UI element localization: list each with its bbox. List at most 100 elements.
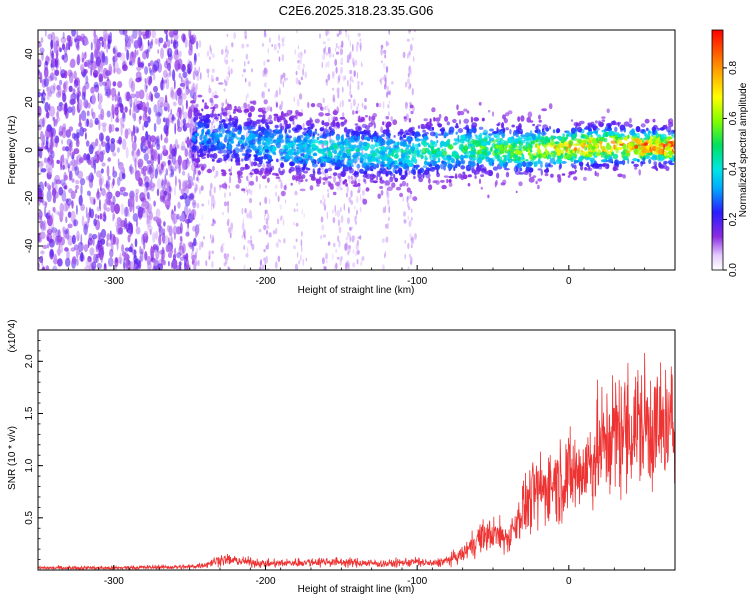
heatmap-cell-343 — [122, 30, 128, 36]
heatmap-cell-141 — [158, 37, 164, 44]
heatmap-cell-1791 — [327, 73, 331, 81]
heatmap-cell-145 — [134, 171, 137, 177]
heatmap-cell-708 — [188, 30, 192, 40]
heatmap-cell-1507 — [227, 65, 231, 74]
heatmap-cell-1781 — [292, 245, 297, 250]
heatmap-cell-1640 — [263, 248, 266, 253]
heatmap-cell-612 — [122, 192, 129, 197]
heatmap-cell-1479 — [230, 68, 233, 75]
heatmap-cell-561 — [56, 235, 63, 243]
heatmap-cell-719 — [85, 259, 91, 268]
heatmap-cell-707 — [64, 247, 69, 252]
heatmap-cell-1252 — [102, 81, 107, 86]
heatmap-cell-4389 — [218, 132, 223, 137]
heatmap-cell-1605 — [265, 81, 267, 89]
heatmap-cell-2080 — [382, 76, 384, 81]
heatmap-cell-258 — [57, 105, 63, 113]
heatmap-cell-3487 — [316, 183, 320, 187]
heatmap-cell-4182 — [408, 118, 412, 123]
heatmap-cell-4310 — [269, 167, 273, 173]
heatmap-cell-3272 — [197, 94, 203, 98]
heatmap-cell-874 — [129, 108, 132, 116]
heatmap-cell-4620 — [261, 175, 267, 180]
heatmap-cell-4042 — [621, 159, 626, 166]
heatmap-cell-1514 — [241, 73, 244, 78]
heatmap-cell-4081 — [224, 135, 227, 140]
heatmap-cell-943 — [187, 160, 190, 168]
heatmap-cell-3780 — [460, 158, 464, 163]
heatmap-cell-3839 — [380, 161, 385, 165]
heatmap-cell-1708 — [283, 35, 285, 43]
heatmap-cell-4455 — [622, 149, 626, 153]
heatmap-cell-3811 — [217, 157, 223, 163]
heatmap-cell-3950 — [572, 143, 578, 147]
heatmap-cell-3932 — [308, 129, 313, 135]
heatmap-cell-2727 — [655, 167, 659, 172]
heatmap-cell-146 — [55, 137, 59, 148]
heatmap-cell-725 — [80, 184, 83, 196]
heatmap-cell-1170 — [114, 257, 119, 268]
heatmap-cell-2867 — [316, 136, 320, 141]
heatmap-cell-4306 — [548, 162, 551, 167]
heatmap-cell-4117 — [527, 111, 533, 118]
heatmap-cell-3944 — [236, 162, 241, 166]
heatmap-cell-4713 — [597, 149, 601, 154]
heatmap-cell-1180 — [182, 79, 186, 90]
heatmap-cell-2490 — [447, 138, 451, 144]
heatmap-cell-1519 — [246, 92, 249, 99]
heatmap-cell-1689 — [281, 215, 283, 220]
heatmap-cell-1534 — [243, 245, 246, 251]
heatmap-cell-4083 — [424, 124, 428, 129]
heatmap-cell-4783 — [340, 121, 347, 126]
heatmap-cell-502 — [124, 91, 130, 102]
heatmap-cell-210 — [65, 257, 71, 267]
heatmap-cell-4723 — [365, 115, 368, 118]
heatmap-cell-489 — [119, 252, 122, 263]
heatmap-cell-1785 — [296, 208, 299, 212]
heatmap-cell-488 — [61, 54, 65, 61]
heatmap-cell-864 — [168, 260, 170, 267]
heatmap-cell-4655 — [298, 174, 302, 180]
heatmap-cell-1737 — [300, 76, 304, 81]
heatmap-cell-4249 — [283, 117, 287, 123]
heatmap-cell-476 — [62, 146, 66, 152]
heatmap-cell-3124 — [573, 164, 577, 170]
heatmap-cell-2961 — [474, 134, 478, 137]
heatmap-cell-4376 — [359, 157, 365, 161]
heatmap-cell-215 — [57, 258, 63, 267]
heatmap-cell-1215 — [70, 210, 76, 223]
heatmap-cell-1051 — [150, 135, 156, 143]
heatmap-cell-4373 — [530, 149, 533, 153]
heatmap-cell-1874 — [334, 58, 338, 67]
heatmap-cell-4343 — [275, 176, 281, 179]
heatmap-cell-1827 — [327, 241, 331, 246]
x-tick-label: 0 — [566, 576, 572, 587]
heatmap-cell-341 — [174, 122, 177, 135]
heatmap-cell-4305 — [602, 163, 606, 168]
heatmap-cell-4771 — [655, 146, 661, 150]
heatmap-cell-416 — [94, 213, 98, 219]
heatmap-cell-4573 — [469, 143, 473, 147]
heatmap-cell-927 — [44, 114, 47, 124]
heatmap-cell-1911 — [340, 256, 343, 262]
heatmap-cell-1266 — [75, 39, 80, 49]
heatmap-cell-239 — [165, 77, 170, 90]
heatmap-cell-2940 — [251, 161, 254, 167]
heatmap-cell-4165 — [196, 112, 203, 117]
heatmap-cell-484 — [83, 61, 88, 67]
heatmap-cell-1096 — [95, 243, 101, 250]
heatmap-cell-2162 — [408, 253, 412, 258]
heatmap-cell-313 — [122, 262, 127, 270]
heatmap-cell-4237 — [386, 157, 392, 163]
heatmap-cell-3156 — [579, 152, 584, 156]
heatmap-cell-1930 — [341, 40, 344, 48]
heatmap-cell-606 — [40, 191, 44, 200]
heatmap-cell-4175 — [257, 140, 262, 145]
heatmap-cell-1171 — [40, 130, 44, 141]
heatmap-cell-3615 — [213, 95, 219, 99]
heatmap-cell-4380 — [548, 137, 552, 140]
colorbar-label: Normalized spectral amplitude — [738, 82, 749, 217]
heatmap-cell-1666 — [282, 72, 286, 78]
heatmap-cell-3641 — [280, 125, 285, 131]
